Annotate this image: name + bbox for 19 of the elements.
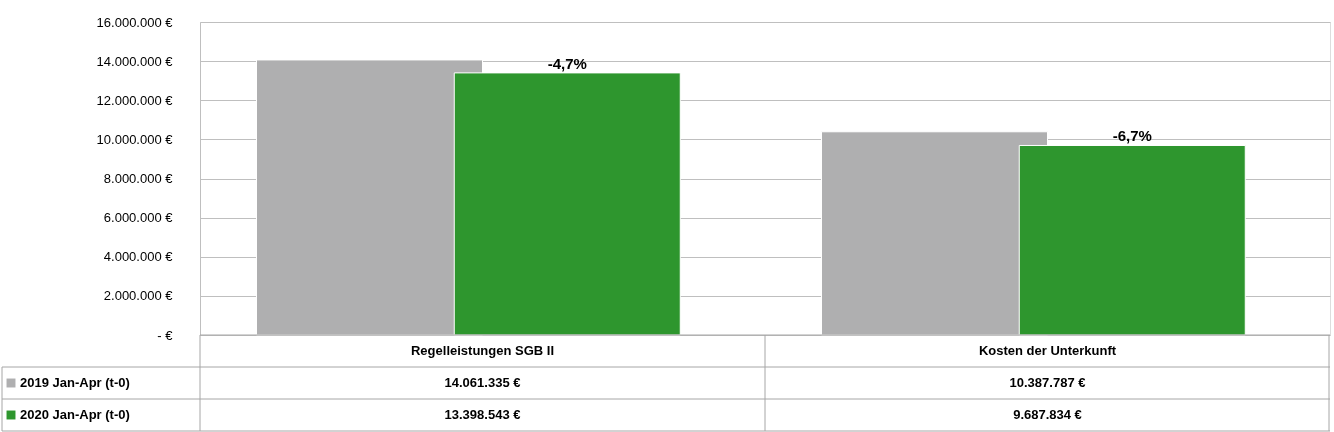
y-tick-label: 14.000.000 € xyxy=(96,53,174,69)
y-tick-label: 2.000.000 € xyxy=(103,288,174,304)
annotation: -4,7% xyxy=(547,54,587,72)
y-tick-label: - € xyxy=(157,327,174,343)
y-tick-label: 12.000.000 € xyxy=(96,92,174,108)
y-tick-label: 6.000.000 € xyxy=(103,210,174,226)
y-tick-label: 10.000.000 € xyxy=(96,131,174,147)
data-label: 10.387.787 € xyxy=(1009,375,1086,390)
data-label: 13.398.543 € xyxy=(444,407,521,422)
x-tick-label: Kosten der Unterkunft xyxy=(978,343,1117,358)
y-tick-label: 4.000.000 € xyxy=(103,249,174,265)
y-tick-label: 8.000.000 € xyxy=(103,171,174,186)
data-label: 9.687.834 € xyxy=(1013,407,1082,422)
legend-label: 2019 Jan-Apr (t-0) xyxy=(20,375,130,390)
y-tick-label: 16.000.000 € xyxy=(96,14,174,30)
x-tick-label: Regelleistungen SGB II xyxy=(410,343,555,358)
data-label: 14.061.335 € xyxy=(444,375,521,390)
annotation: -6,7% xyxy=(1112,127,1152,145)
legend-label: 2020 Jan-Apr (t-0) xyxy=(20,407,130,422)
